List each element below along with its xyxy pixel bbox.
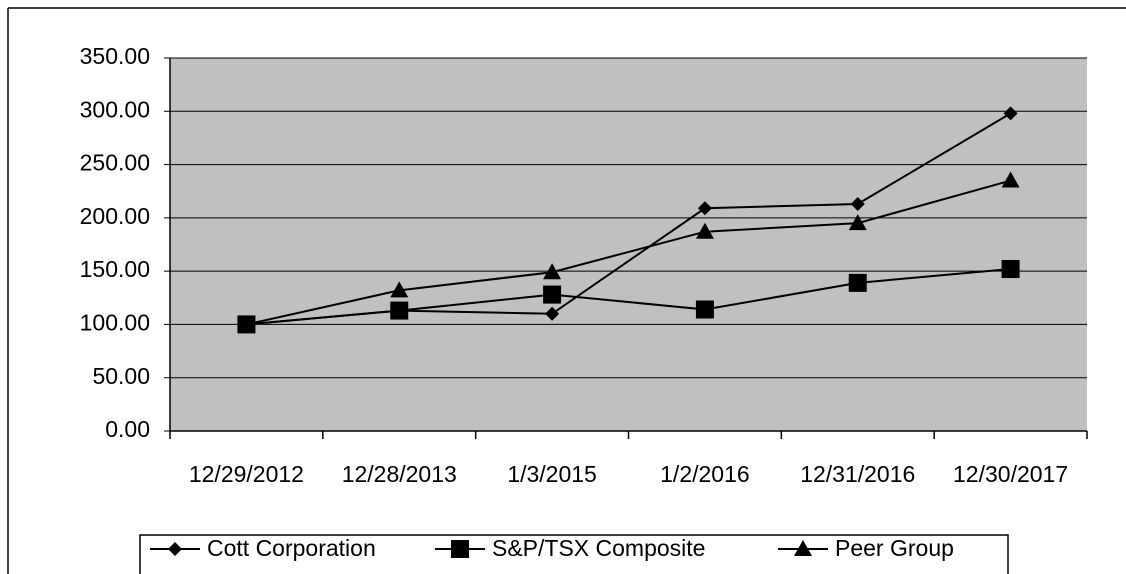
marker-diamond	[1003, 106, 1018, 121]
y-tick-label: 300.00	[80, 96, 150, 122]
series-line	[246, 268, 1011, 326]
x-tick-label: 12/31/2016	[800, 461, 915, 487]
marker-triangle	[1001, 171, 1020, 188]
y-tick-label: 150.00	[80, 256, 150, 282]
y-tick-label: 250.00	[80, 150, 150, 176]
plot-area	[170, 58, 1087, 431]
marker-diamond	[168, 542, 182, 556]
marker-triangle	[695, 222, 714, 239]
marker-square	[848, 273, 867, 292]
marker-diamond	[697, 201, 712, 216]
marker-square	[451, 540, 469, 558]
y-tick-label: 50.00	[92, 363, 150, 389]
x-tick-label: 12/30/2017	[953, 461, 1068, 487]
marker-triangle	[390, 281, 409, 298]
y-tick-label: 0.00	[105, 416, 150, 442]
y-tick-label: 350.00	[80, 43, 150, 69]
marker-triangle	[848, 214, 867, 231]
x-tick-label: 1/3/2015	[507, 461, 597, 487]
legend-label: Peer Group	[835, 535, 954, 561]
marker-triangle	[794, 540, 812, 556]
marker-triangle	[237, 315, 256, 332]
marker-square	[390, 301, 409, 320]
x-tick-label: 1/2/2016	[660, 461, 750, 487]
marker-square	[1001, 260, 1020, 279]
legend-label: S&P/TSX Composite	[492, 535, 705, 561]
x-tick-label: 12/29/2012	[189, 461, 304, 487]
marker-triangle	[543, 263, 562, 280]
y-tick-label: 100.00	[80, 310, 150, 336]
marker-diamond	[545, 306, 560, 321]
legend-box	[139, 534, 1009, 574]
marker-diamond	[850, 197, 865, 212]
marker-square	[543, 285, 562, 304]
y-tick-label: 200.00	[80, 203, 150, 229]
marker-square	[695, 300, 714, 319]
series-line	[246, 179, 1011, 326]
x-tick-label: 12/28/2013	[342, 461, 457, 487]
legend-label: Cott Corporation	[207, 535, 376, 561]
